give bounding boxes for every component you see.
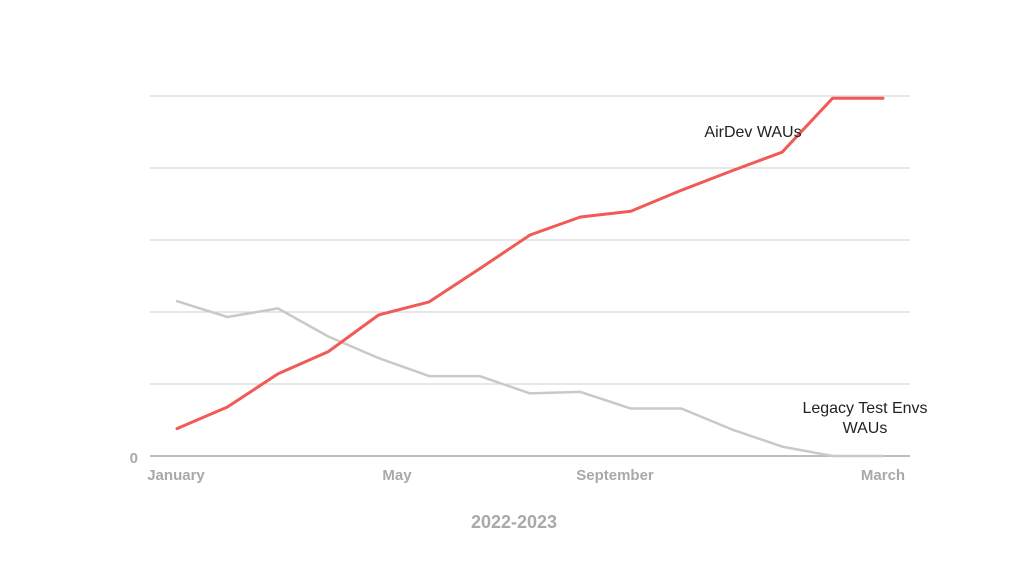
x-tick-label-january: January: [147, 467, 205, 484]
y-tick-label-0: 0: [130, 450, 138, 467]
x-tick-label-may: May: [382, 467, 412, 484]
chart-gridlines: [150, 95, 910, 457]
series-label-airdev: AirDev WAUs: [704, 124, 801, 141]
series-label-legacy-line1: Legacy Test Envs: [802, 400, 927, 417]
chart-series-lines: [175, 96, 885, 458]
x-axis-title: 2022-2023: [471, 512, 557, 532]
x-tick-label-march: March: [861, 467, 905, 484]
series-line-legacy: [175, 299, 885, 458]
x-tick-label-september: September: [576, 467, 654, 484]
series-line-airdev: [175, 96, 885, 431]
series-label-legacy-line2: WAUs: [843, 420, 888, 437]
